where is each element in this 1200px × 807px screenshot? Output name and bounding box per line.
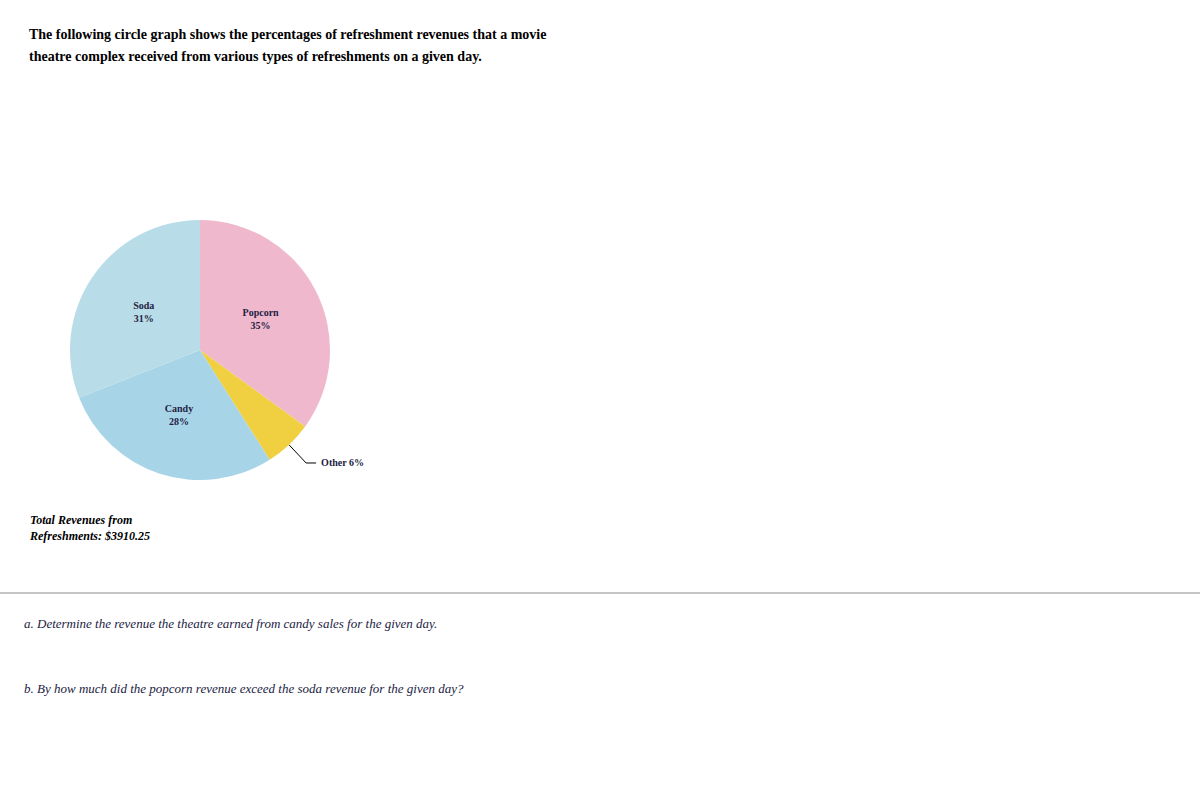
svg-text:31%: 31% <box>134 313 154 324</box>
svg-text:Candy: Candy <box>165 403 193 414</box>
svg-text:Refreshments: $3910.25: Refreshments: $3910.25 <box>29 529 150 543</box>
svg-text:Popcorn: Popcorn <box>243 307 280 318</box>
svg-text:35%: 35% <box>251 320 271 331</box>
svg-text:The following circle graph sho: The following circle graph shows the per… <box>29 27 546 42</box>
svg-text:theatre complex received from: theatre complex received from various ty… <box>29 49 482 64</box>
svg-text:Total Revenues from: Total Revenues from <box>30 513 132 527</box>
svg-text:Other 6%: Other 6% <box>321 457 364 468</box>
svg-text:a. Determine the revenue the t: a. Determine the revenue the theatre ear… <box>24 616 437 631</box>
svg-text:28%: 28% <box>169 416 189 427</box>
svg-text:b. By how much did the popcorn: b. By how much did the popcorn revenue e… <box>24 681 464 696</box>
svg-text:Soda: Soda <box>133 300 154 311</box>
